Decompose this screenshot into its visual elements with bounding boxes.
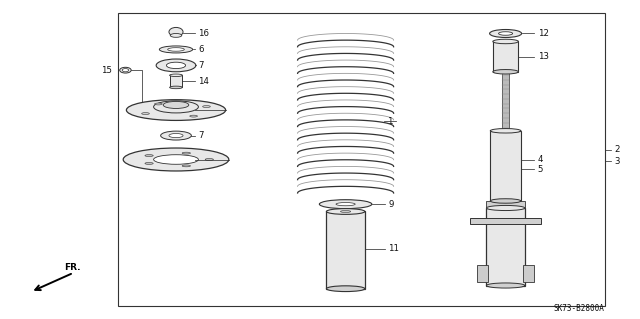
Ellipse shape <box>166 62 186 69</box>
Ellipse shape <box>205 159 214 160</box>
Ellipse shape <box>336 203 355 206</box>
Ellipse shape <box>490 199 521 203</box>
Ellipse shape <box>120 67 131 73</box>
Ellipse shape <box>159 46 193 53</box>
Text: 6: 6 <box>198 45 204 54</box>
Ellipse shape <box>123 148 229 171</box>
Text: 7: 7 <box>198 61 204 70</box>
Text: 13: 13 <box>538 52 548 61</box>
Ellipse shape <box>326 286 365 292</box>
Bar <box>490 131 521 201</box>
Ellipse shape <box>141 113 149 115</box>
Ellipse shape <box>319 200 372 209</box>
Ellipse shape <box>156 59 196 72</box>
Ellipse shape <box>190 115 198 117</box>
Ellipse shape <box>182 152 191 154</box>
Ellipse shape <box>170 74 182 77</box>
Ellipse shape <box>490 129 521 133</box>
Ellipse shape <box>326 209 365 214</box>
Text: 15: 15 <box>101 66 112 75</box>
Ellipse shape <box>154 155 198 164</box>
Ellipse shape <box>145 162 153 164</box>
Ellipse shape <box>203 106 211 108</box>
Bar <box>486 208 525 286</box>
Bar <box>486 201 525 208</box>
Ellipse shape <box>182 165 191 167</box>
Ellipse shape <box>493 39 518 44</box>
Ellipse shape <box>169 27 183 36</box>
Text: 5: 5 <box>538 165 543 174</box>
Ellipse shape <box>170 33 182 37</box>
Text: 7: 7 <box>198 131 204 140</box>
Ellipse shape <box>161 131 191 140</box>
Bar <box>493 41 518 72</box>
Ellipse shape <box>154 101 198 113</box>
Text: 8: 8 <box>198 106 204 115</box>
Text: SK73-B2800A: SK73-B2800A <box>554 304 605 313</box>
Ellipse shape <box>163 101 189 108</box>
Bar <box>118 13 605 306</box>
Ellipse shape <box>155 103 163 105</box>
Text: 4: 4 <box>538 155 543 164</box>
Ellipse shape <box>168 48 184 51</box>
Bar <box>502 72 509 131</box>
Text: 12: 12 <box>538 29 548 38</box>
Bar <box>477 265 488 282</box>
Text: 3: 3 <box>614 157 620 166</box>
Text: 11: 11 <box>388 244 399 253</box>
Ellipse shape <box>170 86 182 89</box>
Text: 9: 9 <box>388 200 394 209</box>
Text: 14: 14 <box>198 77 209 86</box>
Bar <box>326 211 365 289</box>
Ellipse shape <box>490 29 522 38</box>
Text: 16: 16 <box>198 29 209 38</box>
Text: 10: 10 <box>198 155 209 164</box>
Ellipse shape <box>127 100 226 120</box>
Text: 1: 1 <box>387 117 393 126</box>
Bar <box>470 218 541 224</box>
Ellipse shape <box>493 70 518 74</box>
Ellipse shape <box>340 211 351 212</box>
Text: FR.: FR. <box>64 263 81 272</box>
Ellipse shape <box>486 205 525 211</box>
Text: 2: 2 <box>614 145 620 154</box>
Bar <box>170 75 182 87</box>
Ellipse shape <box>499 32 513 35</box>
Ellipse shape <box>486 283 525 288</box>
Ellipse shape <box>169 134 183 138</box>
Ellipse shape <box>122 69 129 72</box>
Bar <box>523 265 534 282</box>
Ellipse shape <box>145 155 153 157</box>
